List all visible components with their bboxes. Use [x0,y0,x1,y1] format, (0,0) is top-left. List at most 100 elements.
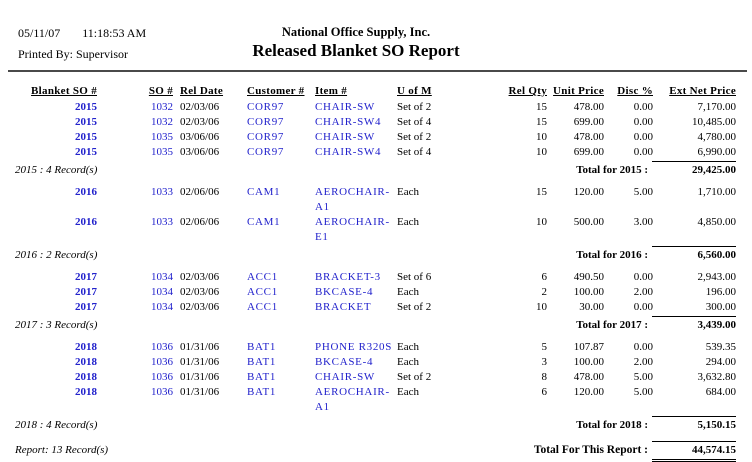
cell-item[interactable]: CHAIR-SW4 [315,116,382,128]
cell-so-number[interactable]: 1034 [151,286,173,298]
cell-unit-price: 107.87 [573,341,604,353]
table-row: 2015 1035 03/06/06 COR97 CHAIR-SW Set of 2 10 4… [20,130,752,145]
table-row: 2018 1036 01/31/06 BAT1 AEROCHAIR-A1 Each 6 120… [20,385,752,415]
cell-rel-qty: 8 [541,371,548,383]
cell-uom: Set of 4 [397,116,432,128]
cell-so-number[interactable]: 1032 [151,101,173,113]
cell-blanket-so[interactable]: 2016 [75,216,97,228]
report-body: 2015 1032 02/03/06 COR97 CHAIR-SW Set of 2 15 4… [0,100,752,433]
group-total-label: Total for 2017 : [576,319,648,331]
cell-ext-net-price: 294.00 [705,356,736,368]
cell-blanket-so[interactable]: 2015 [75,116,97,128]
cell-blanket-so[interactable]: 2015 [75,101,97,113]
cell-blanket-so[interactable]: 2016 [75,186,97,198]
cell-disc-pct: 5.00 [633,371,653,383]
cell-rel-date: 01/31/06 [180,341,220,353]
cell-customer[interactable]: COR97 [247,146,285,158]
cell-so-number[interactable]: 1034 [151,301,173,313]
col-header-blanket-so: Blanket SO # [31,85,97,97]
cell-item[interactable]: AEROCHAIR-A1 [315,186,390,213]
cell-blanket-so[interactable]: 2018 [75,341,97,353]
cell-rel-qty: 6 [541,386,548,398]
group-footer-row: 2018 : 4 Record(s) Total for 2018 : 5,150.… [15,415,736,433]
cell-uom: Each [397,186,419,198]
cell-customer[interactable]: ACC1 [247,286,278,298]
group-total-value: 3,439.00 [652,316,736,333]
cell-blanket-so[interactable]: 2015 [75,131,97,143]
cell-rel-qty: 15 [536,101,547,113]
cell-unit-price: 490.50 [573,271,604,283]
table-row: 2016 1033 02/06/06 CAM1 AEROCHAIR-A1 Each 15 12… [20,185,752,215]
cell-item[interactable]: BRACKET-3 [315,271,381,283]
cell-customer[interactable]: BAT1 [247,386,277,398]
cell-item[interactable]: AEROCHAIR-E1 [315,216,390,243]
cell-so-number[interactable]: 1034 [151,271,173,283]
cell-so-number[interactable]: 1036 [151,356,173,368]
cell-so-number[interactable]: 1033 [151,186,173,198]
cell-disc-pct: 5.00 [633,186,653,198]
table-row: 2017 1034 02/03/06 ACC1 BKCASE-4 Each 2 100.00 2… [20,285,752,300]
cell-rel-qty: 10 [536,146,547,158]
cell-blanket-so[interactable]: 2015 [75,146,97,158]
cell-ext-net-price: 684.00 [705,386,736,398]
cell-so-number[interactable]: 1036 [151,341,173,353]
cell-so-number[interactable]: 1033 [151,216,173,228]
cell-disc-pct: 0.00 [633,271,653,283]
table-row: 2018 1036 01/31/06 BAT1 PHONE R320S Each 5 107.… [20,340,752,355]
cell-customer[interactable]: BAT1 [247,341,277,353]
group-footer-row: 2015 : 4 Record(s) Total for 2015 : 29,425… [15,160,736,178]
group-total-label: Total for 2018 : [576,419,648,431]
group-total-label: Total for 2016 : [576,249,648,261]
cell-item[interactable]: BRACKET [315,301,372,313]
cell-customer[interactable]: CAM1 [247,216,281,228]
cell-uom: Each [397,386,419,398]
cell-unit-price: 30.00 [579,301,604,313]
print-time: 11:18:53 AM [82,26,147,40]
group-total-value: 29,425.00 [652,161,736,178]
col-header-rel-qty: Rel Qty [508,85,547,97]
cell-blanket-so[interactable]: 2017 [75,286,97,298]
cell-customer[interactable]: COR97 [247,131,285,143]
cell-item[interactable]: PHONE R320S [315,341,393,353]
group-total-value: 6,560.00 [652,246,736,263]
cell-rel-qty: 10 [536,216,547,228]
cell-ext-net-price: 300.00 [705,301,736,313]
cell-item[interactable]: CHAIR-SW4 [315,146,382,158]
cell-rel-qty: 15 [536,186,547,198]
table-row: 2018 1036 01/31/06 BAT1 CHAIR-SW Set of 2 8 478… [20,370,752,385]
cell-rel-date: 01/31/06 [180,386,220,398]
cell-so-number[interactable]: 1036 [151,371,173,383]
cell-blanket-so[interactable]: 2017 [75,271,97,283]
cell-customer[interactable]: BAT1 [247,371,277,383]
cell-unit-price: 478.00 [573,131,604,143]
cell-item[interactable]: CHAIR-SW [315,131,375,143]
table-row: 2016 1033 02/06/06 CAM1 AEROCHAIR-E1 Each 10 50… [20,215,752,245]
report-title: Released Blanket SO Report [252,41,460,60]
cell-so-number[interactable]: 1032 [151,116,173,128]
cell-blanket-so[interactable]: 2018 [75,386,97,398]
cell-ext-net-price: 10,485.00 [692,116,736,128]
cell-customer[interactable]: COR97 [247,116,285,128]
cell-blanket-so[interactable]: 2017 [75,301,97,313]
company-name: National Office Supply, Inc. [281,25,431,39]
cell-item[interactable]: BKCASE-4 [315,356,374,368]
cell-blanket-so[interactable]: 2018 [75,371,97,383]
cell-customer[interactable]: ACC1 [247,301,278,313]
col-header-item: Item # [315,85,348,97]
cell-so-number[interactable]: 1036 [151,386,173,398]
cell-item[interactable]: CHAIR-SW [315,101,375,113]
cell-customer[interactable]: ACC1 [247,271,278,283]
cell-customer[interactable]: CAM1 [247,186,281,198]
cell-customer[interactable]: COR97 [247,101,285,113]
cell-so-number[interactable]: 1035 [151,131,173,143]
cell-blanket-so[interactable]: 2018 [75,356,97,368]
cell-item[interactable]: CHAIR-SW [315,371,375,383]
cell-customer[interactable]: BAT1 [247,356,277,368]
cell-ext-net-price: 4,850.00 [697,216,737,228]
col-header-unit-price: Unit Price [553,85,604,97]
cell-item[interactable]: BKCASE-4 [315,286,374,298]
cell-uom: Set of 6 [397,271,432,283]
cell-item[interactable]: AEROCHAIR-A1 [315,386,390,413]
print-datetime: 05/11/07 11:18:53 AM [18,26,146,41]
cell-so-number[interactable]: 1035 [151,146,173,158]
